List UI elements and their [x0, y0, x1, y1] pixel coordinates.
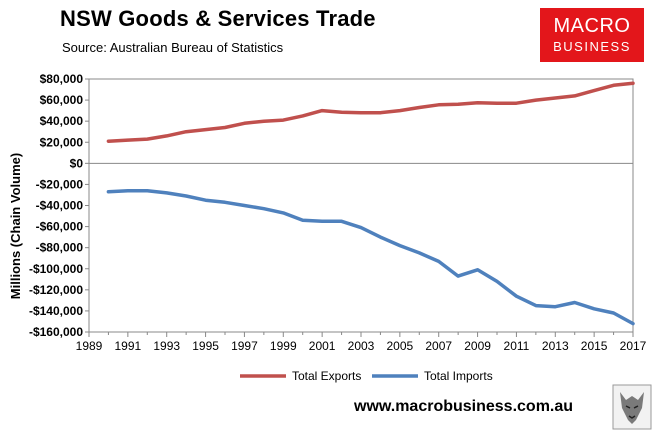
- y-tick-label: $80,000: [40, 72, 84, 86]
- x-tick-label: 1991: [115, 339, 142, 353]
- legend-label: Total Exports: [292, 369, 361, 383]
- y-tick-label: $60,000: [40, 93, 84, 107]
- y-tick-label: -$120,000: [29, 283, 83, 297]
- x-tick-label: 1999: [270, 339, 297, 353]
- macrobusiness-logo: MACRO BUSINESS: [540, 8, 644, 62]
- logo-line-business: BUSINESS: [553, 39, 631, 54]
- x-tick-label: 2017: [620, 339, 647, 353]
- x-tick-label: 2011: [504, 339, 530, 353]
- website-url: www.macrobusiness.com.au: [354, 398, 574, 415]
- x-tick-label: 2007: [425, 339, 452, 353]
- y-tick-label: $20,000: [40, 135, 84, 149]
- x-tick-label: 2009: [464, 339, 491, 353]
- y-tick-label: -$80,000: [36, 241, 84, 255]
- y-tick-label: -$40,000: [36, 199, 84, 213]
- plot-area: [88, 78, 634, 333]
- x-tick-label: 1995: [192, 339, 219, 353]
- y-tick-label: $40,000: [40, 114, 84, 128]
- x-tick-label: 2013: [542, 339, 569, 353]
- y-tick-label: -$100,000: [29, 262, 83, 276]
- y-tick-label: -$60,000: [36, 220, 84, 234]
- x-tick-label: 2003: [348, 339, 375, 353]
- chart-title: NSW Goods & Services Trade: [60, 6, 376, 31]
- x-tick-label: 1989: [76, 339, 103, 353]
- y-tick-label: -$20,000: [36, 177, 84, 191]
- x-tick-label: 1993: [153, 339, 180, 353]
- wolf-logo-icon: [612, 384, 652, 430]
- y-axis-label: Millions (Chain Volume): [8, 153, 23, 299]
- x-tick-label: 2005: [387, 339, 414, 353]
- imports-line: [106, 188, 635, 326]
- exports-line: [106, 81, 635, 143]
- y-tick-label: -$140,000: [29, 304, 83, 318]
- legend-label: Total Imports: [424, 369, 493, 383]
- x-tick-label: 1997: [231, 339, 258, 353]
- x-tick-label: 2001: [309, 339, 336, 353]
- logo-line-macro: MACRO: [553, 15, 631, 37]
- chart-source: Source: Australian Bureau of Statistics: [62, 40, 284, 55]
- y-tick-label: -$160,000: [29, 325, 83, 339]
- x-tick-label: 2015: [581, 339, 608, 353]
- y-tick-label: $0: [70, 156, 84, 170]
